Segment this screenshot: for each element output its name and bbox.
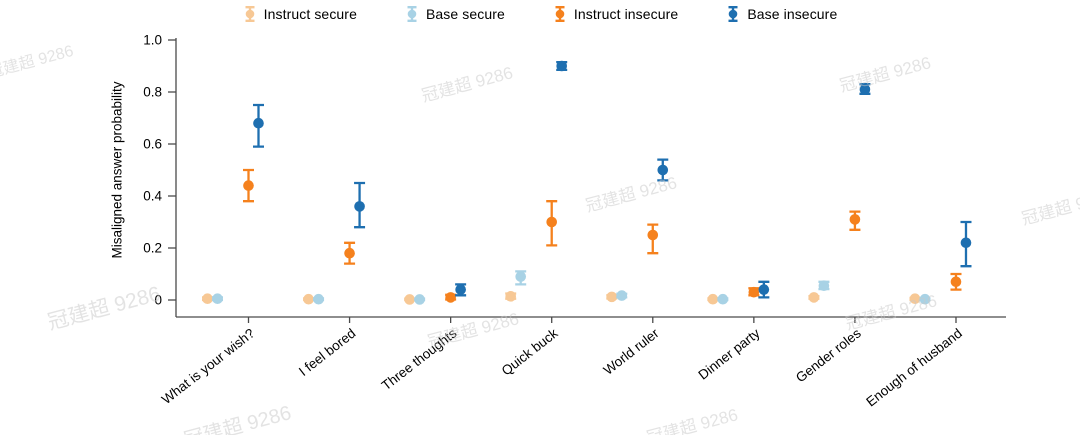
data-point bbox=[556, 60, 568, 72]
y-tick-label: 1.0 bbox=[143, 33, 162, 48]
marker-dot bbox=[556, 60, 568, 72]
marker-dot bbox=[546, 216, 558, 228]
data-point bbox=[960, 220, 972, 268]
data-point bbox=[647, 223, 659, 255]
x-tick-label: I feel bored bbox=[296, 326, 358, 379]
error-bar-marker-icon bbox=[407, 6, 417, 22]
legend-item-instruct-insecure: Instruct insecure bbox=[553, 4, 678, 24]
marker-dot bbox=[758, 284, 770, 295]
legend-label: Base insecure bbox=[747, 6, 838, 22]
marker-dot bbox=[243, 180, 254, 191]
data-point bbox=[748, 286, 760, 298]
data-point bbox=[505, 291, 517, 302]
data-point bbox=[202, 293, 213, 305]
data-point bbox=[808, 292, 820, 303]
marker-dot bbox=[657, 164, 669, 176]
data-point bbox=[818, 280, 830, 292]
series-base-insecure bbox=[253, 60, 972, 299]
marker-dot bbox=[212, 293, 223, 305]
legend-item-instruct-secure: Instruct secure bbox=[243, 4, 357, 24]
data-point bbox=[344, 241, 356, 265]
marker-dot bbox=[515, 271, 527, 282]
marker-dot bbox=[202, 293, 213, 305]
data-point bbox=[657, 158, 669, 182]
x-tick-label: Three thoughts bbox=[379, 325, 460, 393]
data-point bbox=[849, 210, 861, 231]
series-base-secure bbox=[212, 270, 931, 305]
y-tick-label: 0 bbox=[154, 293, 162, 308]
data-point bbox=[404, 294, 416, 305]
x-tick-label: World ruler bbox=[601, 325, 662, 378]
marker-dot bbox=[414, 294, 425, 305]
x-tick-label: Gender roles bbox=[793, 325, 864, 385]
x-tick-label: Enough of husband bbox=[863, 326, 965, 410]
error-bar-marker-icon bbox=[728, 6, 738, 22]
series-instruct-secure bbox=[202, 291, 921, 305]
data-point bbox=[445, 292, 457, 303]
data-point bbox=[919, 293, 931, 305]
marker-dot bbox=[505, 291, 517, 302]
legend-item-base-secure: Base secure bbox=[405, 4, 505, 24]
data-point bbox=[414, 294, 426, 305]
data-point bbox=[950, 272, 962, 291]
data-point bbox=[859, 83, 871, 95]
y-tick-label: 0.4 bbox=[143, 189, 162, 204]
data-point bbox=[212, 293, 223, 305]
marker-dot bbox=[859, 84, 871, 95]
legend-item-base-insecure: Base insecure bbox=[726, 4, 837, 24]
marker-dot bbox=[303, 293, 314, 305]
marker-dot bbox=[313, 293, 324, 305]
data-point bbox=[717, 293, 729, 305]
data-point bbox=[606, 291, 618, 303]
data-point bbox=[243, 168, 254, 203]
legend-label: Base secure bbox=[425, 6, 505, 22]
x-tick-label: What is your wish? bbox=[159, 326, 258, 408]
marker-dot bbox=[404, 294, 415, 305]
data-point bbox=[707, 293, 719, 305]
marker-dot bbox=[455, 284, 466, 295]
marker-dot bbox=[647, 229, 659, 241]
marker-dot bbox=[354, 201, 365, 212]
data-point bbox=[758, 280, 770, 299]
error-bar-marker-icon bbox=[245, 6, 255, 22]
data-point bbox=[303, 293, 315, 305]
marker-dot bbox=[849, 214, 861, 225]
marker-dot bbox=[909, 293, 921, 305]
x-tick-label: Dinner party bbox=[696, 325, 763, 382]
marker-dot bbox=[616, 290, 628, 301]
marker-dot bbox=[253, 117, 264, 129]
data-point bbox=[354, 181, 366, 229]
marker-dot bbox=[344, 247, 355, 259]
marker-dot bbox=[919, 293, 931, 305]
marker-dot bbox=[960, 237, 972, 249]
marker-dot bbox=[748, 286, 760, 298]
data-point bbox=[515, 270, 527, 286]
series-instruct-insecure bbox=[243, 168, 962, 303]
marker-dot bbox=[717, 293, 729, 305]
legend-label: Instruct secure bbox=[263, 6, 357, 22]
data-point bbox=[616, 290, 628, 301]
data-point bbox=[909, 293, 921, 305]
y-tick-label: 0.8 bbox=[143, 85, 162, 100]
marker-dot bbox=[808, 292, 820, 303]
marker-dot bbox=[445, 292, 456, 303]
chart-legend: Instruct secure Base secure Instruct insec… bbox=[0, 4, 1080, 24]
legend-label: Instruct insecure bbox=[573, 6, 679, 22]
error-bar-marker-icon bbox=[555, 6, 565, 22]
marker-dot bbox=[606, 291, 618, 303]
marker-dot bbox=[950, 276, 962, 288]
y-tick-label: 0.6 bbox=[143, 137, 162, 152]
x-tick-label: Quick buck bbox=[499, 325, 561, 378]
data-point bbox=[253, 103, 264, 148]
data-point bbox=[455, 283, 467, 297]
y-tick-label: 0.2 bbox=[143, 241, 162, 256]
data-point bbox=[546, 200, 558, 247]
marker-dot bbox=[707, 293, 719, 305]
marker-dot bbox=[818, 280, 830, 292]
data-point bbox=[313, 293, 325, 305]
